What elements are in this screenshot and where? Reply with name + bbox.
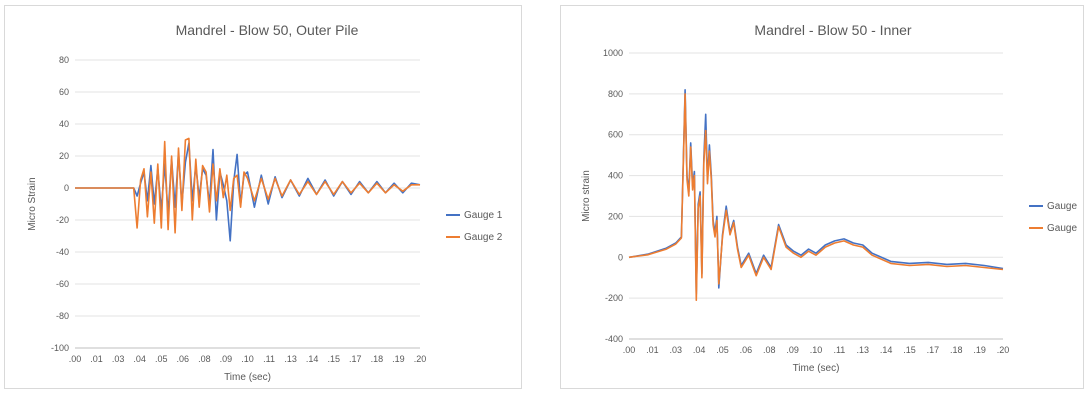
x-tick-label: .15 (327, 354, 340, 364)
x-axis-label: Time (sec) (793, 363, 840, 374)
x-tick-label: .05 (716, 345, 729, 355)
series-line-outer-2 (75, 137, 420, 234)
legend-label: Gauge (1047, 201, 1077, 212)
chart-panel-inner: Mandrel - Blow 50 - Inner 1000 800 600 400 20… (560, 5, 1084, 389)
y-tick-label: -100 (51, 343, 69, 353)
y-axis-label: Micro strain (581, 170, 592, 222)
legend-label: Gauge (1047, 223, 1077, 234)
x-tick-label: .20 (997, 345, 1010, 355)
x-tick-label: .06 (740, 345, 753, 355)
x-tick-label: .11 (263, 354, 275, 364)
x-tick-label: .17 (349, 354, 362, 364)
x-tick-label: .00 (623, 345, 636, 355)
y-tick-label: 20 (59, 151, 69, 161)
x-tick-label: .09 (786, 345, 799, 355)
x-tick-label: .19 (973, 345, 986, 355)
x-tick-label: .13 (284, 354, 297, 364)
y-tick-label: 1000 (603, 48, 623, 58)
x-tick-label: .06 (177, 354, 190, 364)
x-tick-label: .14 (880, 345, 893, 355)
x-tick-label: .09 (220, 354, 233, 364)
x-tick-label: .04 (133, 354, 146, 364)
x-tick-label: .20 (414, 354, 427, 364)
x-tick-label: .03 (669, 345, 682, 355)
x-tick-label: .01 (90, 354, 103, 364)
y-tick-label: -20 (56, 215, 69, 225)
y-tick-label: 0 (64, 183, 69, 193)
x-tick-label: .13 (856, 345, 869, 355)
y-tick-label: 0 (618, 252, 623, 262)
y-tick-label: -80 (56, 311, 69, 321)
y-tick-label: 800 (608, 89, 623, 99)
x-tick-label: .01 (646, 345, 659, 355)
x-tick-label: .08 (198, 354, 211, 364)
y-tick-label: 60 (59, 87, 69, 97)
legend-label: Gauge 1 (464, 210, 503, 221)
x-tick-label: .14 (306, 354, 319, 364)
x-tick-label: .17 (927, 345, 940, 355)
x-tick-label: .18 (950, 345, 963, 355)
chart-svg-outer-pile: Mandrel - Blow 50, Outer Pile 80 60 40 20 0 -2… (27, 22, 503, 383)
y-tick-label: -60 (56, 279, 69, 289)
x-tick-label: .08 (763, 345, 776, 355)
y-tick-label: -400 (605, 334, 623, 344)
x-tick-label: .10 (810, 345, 823, 355)
y-tick-label: 80 (59, 55, 69, 65)
x-tick-label: .03 (112, 354, 125, 364)
x-tick-label: .10 (241, 354, 254, 364)
chart-svg-inner: Mandrel - Blow 50 - Inner 1000 800 600 400 20… (581, 22, 1077, 374)
y-tick-label: 40 (59, 119, 69, 129)
y-tick-label: -200 (605, 293, 623, 303)
y-tick-label: -40 (56, 247, 69, 257)
x-tick-label: .15 (903, 345, 916, 355)
x-tick-label: .04 (693, 345, 706, 355)
series-line-inner-2 (628, 93, 1004, 302)
x-tick-label: .18 (371, 354, 384, 364)
legend-label: Gauge 2 (464, 232, 503, 243)
chart-panel-outer-pile: Mandrel - Blow 50, Outer Pile 80 60 40 20 0 -2… (4, 5, 522, 389)
x-tick-label: .05 (155, 354, 168, 364)
x-tick-label: .11 (833, 345, 845, 355)
chart-title: Mandrel - Blow 50 - Inner (754, 22, 912, 38)
y-tick-label: 200 (608, 211, 623, 221)
x-tick-label: .00 (69, 354, 82, 364)
y-axis-label: Micro Strain (27, 177, 38, 230)
x-axis-label: Time (sec) (224, 372, 271, 383)
x-tick-label: .19 (392, 354, 405, 364)
chart-title: Mandrel - Blow 50, Outer Pile (176, 22, 359, 38)
y-tick-label: 400 (608, 171, 623, 181)
y-tick-label: 600 (608, 130, 623, 140)
